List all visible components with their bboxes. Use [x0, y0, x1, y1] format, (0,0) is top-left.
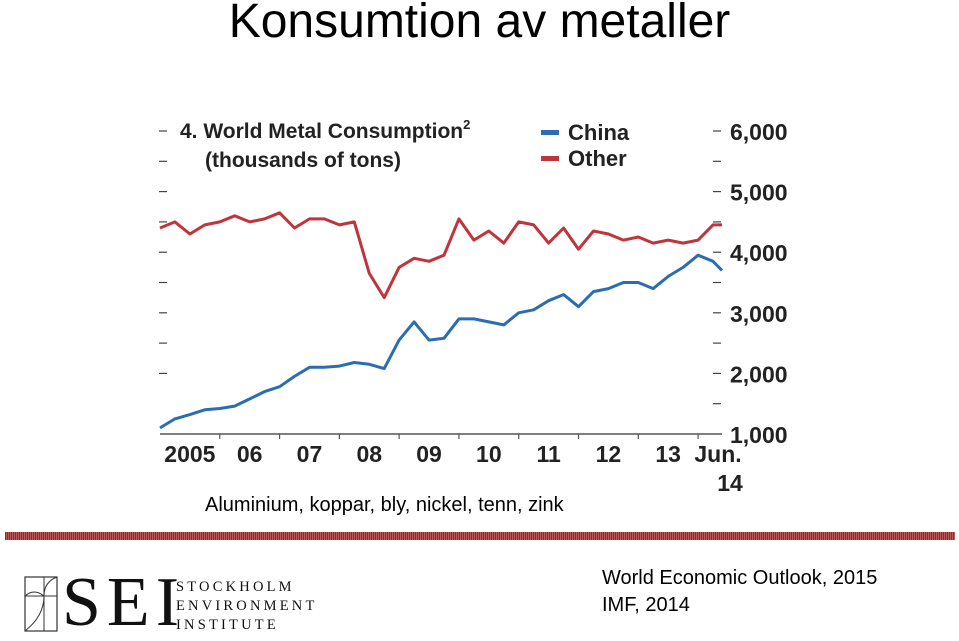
x-tick-label: 08: [356, 441, 382, 467]
legend-swatch-other: [541, 156, 559, 161]
source-citation: World Economic Outlook, 2015 IMF, 2014: [602, 565, 877, 619]
y-tick-label: 4,000: [730, 240, 788, 266]
chart-title: 4. World Metal Consumption2: [180, 117, 470, 143]
x-tick-label: 09: [416, 441, 442, 467]
sei-emblem-icon: [24, 576, 58, 632]
logo-sei-letters: SEI: [62, 564, 185, 641]
logo-line-2: ENVIRONMENT: [176, 598, 318, 614]
x-axis: 2005 06 07 08 09 10 11 12 13 Jun. 14: [160, 433, 743, 496]
y-tick-label: 3,000: [730, 301, 788, 327]
series-layer: [159, 211, 724, 430]
left-tick-marks: [159, 130, 167, 374]
legend-swatch-china: [541, 130, 559, 135]
x-tick-label: 13: [655, 441, 681, 467]
x-tick-label: 07: [297, 441, 323, 467]
x-tick-label: 06: [237, 441, 263, 467]
series-line-china: [159, 253, 724, 430]
x-tick-label: 12: [596, 441, 622, 467]
y-tick-label: 1,000: [730, 422, 788, 448]
legend-label-china: China: [568, 120, 630, 145]
chart-caption: Aluminium, koppar, bly, nickel, tenn, zi…: [205, 494, 564, 516]
y-tick-label: 5,000: [730, 180, 788, 206]
source-line-2: IMF, 2014: [602, 594, 690, 616]
logo-institute-text: STOCKHOLM ENVIRONMENT INSTITUTE: [176, 578, 318, 635]
y-axis-right: 1,000 2,000 3,000 4,000 5,000 6,000: [713, 119, 788, 448]
y-tick-label: 6,000: [730, 119, 788, 145]
metal-consumption-chart: 4. World Metal Consumption2 (thousands o…: [159, 117, 788, 496]
x-tick-label: Jun.: [694, 441, 741, 467]
x-tick-label: 2005: [164, 441, 215, 467]
chart-subtitle: (thousands of tons): [205, 149, 401, 172]
x-tick-label: 10: [476, 441, 502, 467]
series-line-other: [159, 211, 722, 300]
x-tick-label-secondary: 14: [717, 470, 743, 496]
divider-bar: [5, 532, 955, 540]
chart-title-superscript: 2: [463, 117, 470, 132]
slide-title: Konsumtion av metaller: [228, 0, 731, 48]
logo-line-3: INSTITUTE: [176, 617, 279, 633]
legend-label-other: Other: [568, 146, 627, 171]
logo-line-1: STOCKHOLM: [176, 579, 295, 595]
source-line-1: World Economic Outlook, 2015: [602, 567, 878, 589]
y-tick-label: 2,000: [730, 361, 788, 387]
x-tick-label: 11: [536, 441, 561, 467]
